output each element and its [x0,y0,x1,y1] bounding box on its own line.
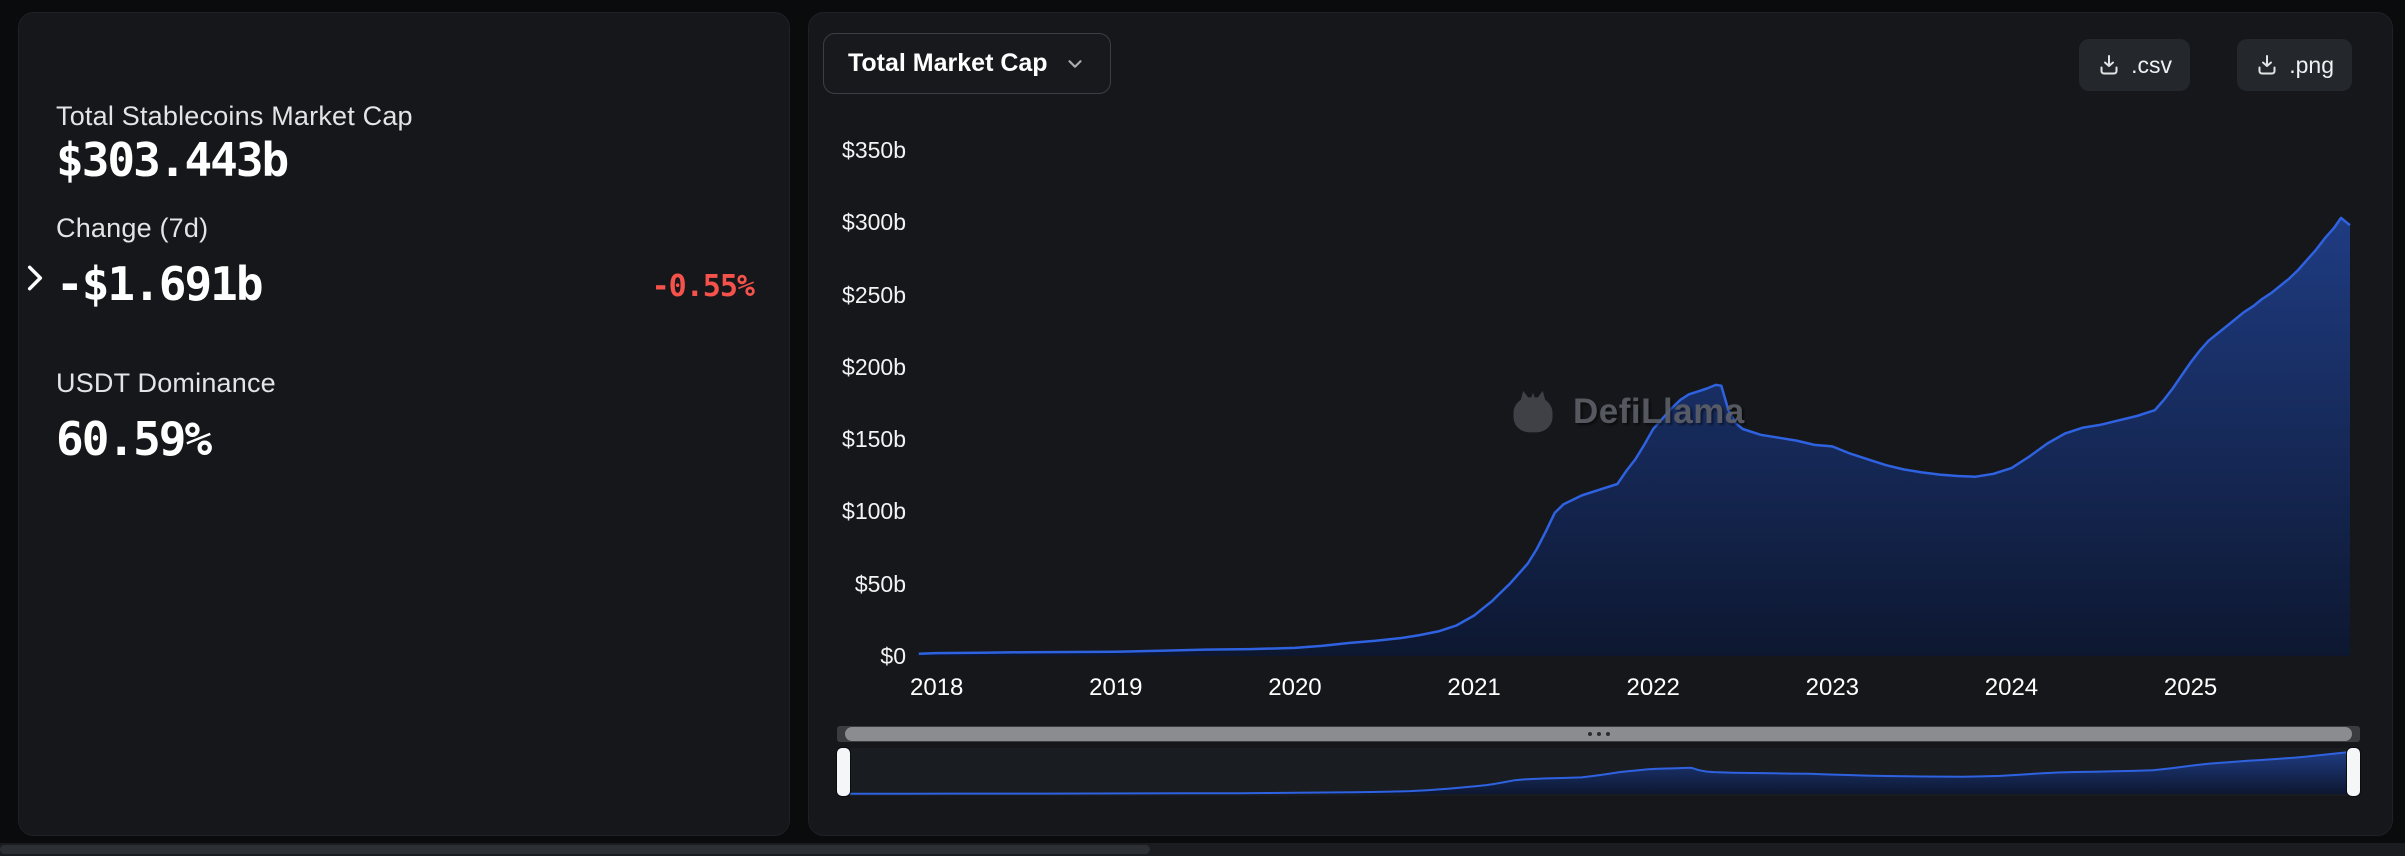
y-axis-tick-label: $100b [842,498,906,525]
csv-button-label: .csv [2131,51,2172,78]
brush-mini-chart[interactable] [837,748,2360,796]
y-axis: $0 $50b $100b $150b $200b $250b $300b $350b [809,13,906,837]
usdt-dominance-label: USDT Dominance [56,368,276,398]
series-line [918,216,2351,656]
area-fill [917,217,2350,656]
download-png-button[interactable]: .png [2237,39,2352,91]
market-cap-area-chart[interactable] [917,150,2351,656]
horizontal-scrollbar[interactable] [0,843,2405,856]
chevron-down-icon [1064,53,1086,75]
metric-selector-label: Total Market Cap [848,49,1048,77]
y-axis-tick-label: $50b [854,570,906,597]
x-axis-tick-label: 2021 [1447,674,1501,701]
horizontal-scrollbar-thumb[interactable] [0,845,1150,854]
y-axis-tick-label: $250b [842,281,906,308]
x-axis-tick-label: 2020 [1268,674,1322,701]
brush-series-line [838,750,2360,795]
x-axis-tick-label: 2023 [1805,674,1860,701]
y-axis-tick-label: $150b [842,426,906,453]
chart-panel: Total Market Cap .csv .png $0 $50b $100b $1… [808,12,2393,836]
brush-handle-left[interactable] [837,748,850,796]
y-axis-tick-label: $200b [842,353,906,380]
change-7d-value: -$1.691b [56,257,264,311]
grip-dot [1587,732,1592,736]
x-axis-tick-label: 2019 [1089,674,1143,701]
download-file-icon [2097,53,2121,77]
download-file-icon [2255,53,2279,77]
grip-dot [1596,732,1601,736]
x-axis-tick-label: 2025 [2163,674,2218,701]
y-axis-tick-label: $350b [842,137,906,163]
brush-area-fill [837,751,2360,794]
chevron-right-icon [22,262,48,294]
chart-scrollbar-track[interactable] [837,726,2360,742]
usdt-dominance-value: 60.59% [56,412,212,466]
change-7d-percent: -0.55% [651,269,755,304]
total-market-cap-label: Total Stablecoins Market Cap [56,101,413,131]
expand-panel-button[interactable] [18,258,52,298]
y-axis-tick-label: $300b [842,209,906,236]
metric-selector-dropdown[interactable]: Total Market Cap [823,33,1111,94]
grip-dot [1605,732,1610,736]
change-7d-label: Change (7d) [56,213,209,243]
chart-scrollbar-thumb[interactable] [845,727,2352,741]
brush-handle-right[interactable] [2347,748,2360,796]
y-axis-tick-label: $0 [880,643,906,669]
total-market-cap-value: $303.443b [56,133,289,187]
stats-panel: Total Stablecoins Market Cap $303.443b C… [18,12,790,836]
x-axis-tick-label: 2024 [1984,674,2039,701]
png-button-label: .png [2289,51,2334,78]
download-csv-button[interactable]: .csv [2079,39,2190,91]
x-axis-tick-label: 2022 [1626,674,1680,701]
